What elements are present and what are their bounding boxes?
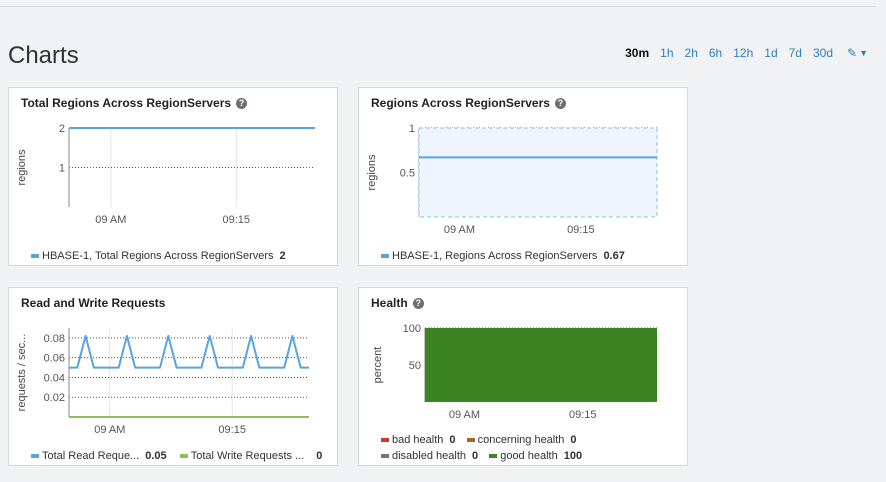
y-tick-label: 0.5 — [400, 168, 415, 180]
y-axis-label: requests / sec... — [16, 334, 28, 412]
help-icon[interactable]: ? — [412, 297, 424, 309]
chart-title: Total Regions Across RegionServers — [21, 96, 232, 110]
legend-value: 0.05 — [145, 450, 167, 462]
legend-swatch — [466, 438, 475, 443]
chart-health: 09 AM 09:15 100 50 percent — [372, 323, 657, 421]
range-1d[interactable]: 1d — [764, 46, 778, 60]
help-icon[interactable]: ? — [554, 97, 566, 109]
chart-card-total-regions: Total Regions Across RegionServers? 09 A… — [8, 87, 338, 266]
legend-item[interactable]: HBASE-1, Regions Across RegionServers 0.6… — [381, 250, 625, 262]
x-tick-label: 09 AM — [449, 409, 480, 421]
series-line — [69, 334, 309, 369]
legend-item[interactable]: disabled health 0 — [381, 450, 478, 462]
legend-item[interactable]: Total Write Requests ... 0 — [179, 450, 323, 462]
y-tick-label: 0.08 — [44, 333, 65, 345]
help-icon[interactable]: ? — [236, 97, 248, 109]
legend-item[interactable]: bad health 0 — [381, 434, 456, 446]
x-tick-label: 09 AM — [444, 224, 475, 236]
legend-value: 0 — [570, 434, 577, 446]
legend-label: Total Read Reque... — [42, 450, 140, 462]
legend-value: 100 — [563, 450, 583, 462]
legend-swatch — [179, 454, 188, 459]
y-tick-label: 100 — [403, 323, 421, 335]
legend-label: HBASE-1, Regions Across RegionServers — [392, 250, 598, 262]
chart-title: Regions Across RegionServers — [371, 96, 550, 110]
legend-value: 0 — [316, 450, 323, 462]
x-tick-label: 09 AM — [94, 424, 125, 436]
y-tick-label: 0.04 — [44, 372, 65, 384]
legend-value: 2 — [279, 250, 286, 262]
legend-swatch — [489, 454, 498, 459]
legend-value: 0.67 — [603, 250, 625, 262]
range-2h[interactable]: 2h — [684, 46, 698, 60]
y-tick-label: 1 — [409, 123, 415, 135]
x-tick-label: 09:15 — [218, 424, 246, 436]
x-tick-label: 09:15 — [223, 214, 251, 226]
legend-label: bad health — [392, 434, 444, 446]
y-tick-label: 0.02 — [44, 392, 65, 404]
page-title: Charts — [8, 42, 79, 69]
legend-swatch — [381, 254, 389, 259]
chart-regions: 09 AM 09:15 1 0.5 regions — [366, 123, 658, 236]
chart-card-health: Health? 09 AM 09:15 100 50 percent bad healt… — [358, 287, 688, 466]
legend-row: disabled health 0 good health 100 — [381, 450, 582, 462]
x-tick-label: 09:15 — [567, 224, 595, 236]
pencil-icon[interactable]: ✎ — [847, 46, 858, 60]
y-tick-label: 1 — [59, 163, 65, 175]
legend-label: concerning health — [477, 434, 565, 446]
legend-value: 0 — [449, 434, 456, 446]
legend-row: Total Read Reque... 0.05 Total Write Requ… — [31, 450, 322, 462]
legend-swatch — [381, 454, 389, 459]
legend-item[interactable]: HBASE-1, Total Regions Across RegionServ… — [31, 250, 286, 262]
legend-label: good health — [500, 450, 558, 462]
x-tick-label: 09 AM — [95, 214, 126, 226]
range-7d[interactable]: 7d — [788, 46, 802, 60]
y-tick-label: 50 — [409, 360, 421, 372]
range-30m[interactable]: 30m — [625, 46, 650, 60]
legend-label: HBASE-1, Total Regions Across RegionServ… — [42, 250, 274, 262]
legend-item[interactable]: concerning health 0 — [466, 434, 577, 446]
legend-swatch — [31, 454, 39, 459]
chart-read-write: 09 AM 09:15 0.08 0.06 0.04 0.02 requests / sec… — [16, 328, 309, 436]
legend-label: Total Write Requests ... — [190, 450, 305, 462]
legend-value: 0 — [472, 450, 479, 462]
legend-item[interactable]: good health 100 — [489, 450, 582, 462]
chart-total-regions: 09 AM 09:15 2 1 regions — [16, 123, 315, 226]
area-series — [425, 328, 657, 402]
legend-row: bad health 0 concerning health 0 — [381, 434, 577, 446]
y-tick-label: 2 — [59, 123, 65, 135]
legend-item[interactable]: Total Read Reque... 0.05 — [31, 450, 167, 462]
time-range-selector: 30m 1h 2h 6h 12h 1d 7d 30d ✎ ▼ — [614, 46, 868, 60]
y-tick-label: 0.06 — [44, 353, 65, 365]
y-axis-label: regions — [366, 154, 378, 191]
range-1h[interactable]: 1h — [660, 46, 674, 60]
area-band — [418, 127, 658, 218]
legend-swatch — [381, 438, 389, 443]
y-axis-label: regions — [16, 149, 28, 186]
range-30d[interactable]: 30d — [812, 46, 834, 60]
legend-label: disabled health — [392, 450, 467, 462]
range-12h[interactable]: 12h — [733, 46, 754, 60]
chart-title: Read and Write Requests — [21, 296, 166, 310]
legend-swatch — [31, 254, 39, 259]
y-axis-label: percent — [372, 347, 384, 384]
chart-title: Health — [371, 296, 408, 310]
chevron-down-icon[interactable]: ▼ — [859, 48, 868, 58]
range-6h[interactable]: 6h — [708, 46, 723, 60]
chart-card-read-write: Read and Write Requests 09 AM 09:15 0.08 0.… — [8, 287, 338, 466]
x-tick-label: 09:15 — [569, 409, 597, 421]
chart-card-regions: Regions Across RegionServers? 09 AM 09:15… — [358, 87, 688, 266]
top-divider — [0, 6, 876, 7]
